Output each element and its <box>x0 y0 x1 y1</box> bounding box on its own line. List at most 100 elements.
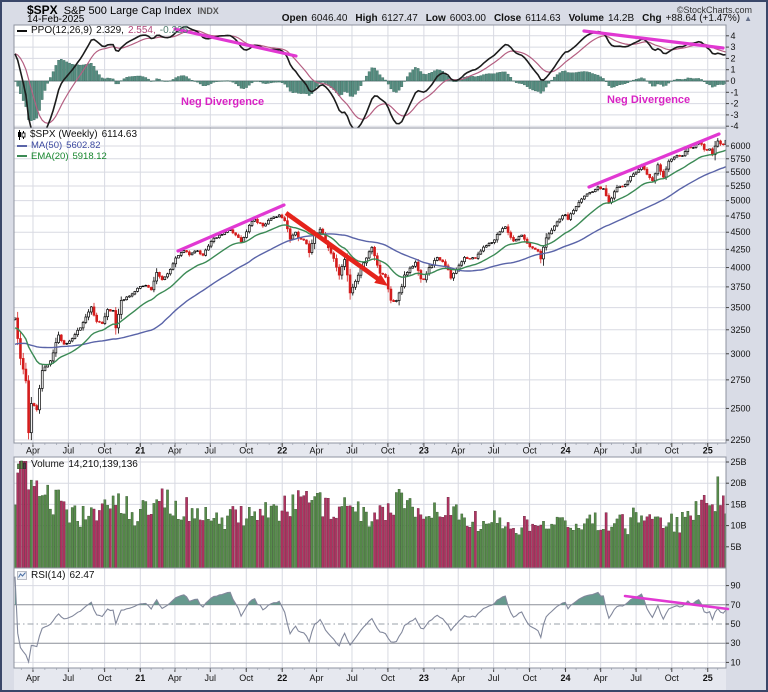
svg-text:25: 25 <box>703 446 713 456</box>
histogram-icon <box>17 460 26 469</box>
ma50-legend: MA(50) 5602.82 <box>17 140 101 151</box>
svg-text:Apr: Apr <box>594 673 608 683</box>
svg-text:Oct: Oct <box>381 446 396 456</box>
svg-text:Oct: Oct <box>523 446 538 456</box>
svg-text:5750: 5750 <box>731 154 751 164</box>
svg-text:Apr: Apr <box>310 446 324 456</box>
svg-text:2750: 2750 <box>731 375 751 385</box>
svg-text:1: 1 <box>731 65 736 75</box>
svg-text:6000: 6000 <box>731 141 751 151</box>
svg-text:23: 23 <box>419 673 429 683</box>
svg-text:Oct: Oct <box>98 446 113 456</box>
svg-text:Apr: Apr <box>26 673 40 683</box>
svg-text:Jul: Jul <box>205 673 217 683</box>
price-legend: $SPX (Weekly) 6114.63 <box>17 129 137 140</box>
volume-legend: Volume 14,210,139,136 <box>17 459 138 470</box>
svg-text:Jul: Jul <box>630 446 642 456</box>
svg-text:10: 10 <box>731 657 741 667</box>
svg-text:Oct: Oct <box>665 446 680 456</box>
high-label: High <box>355 13 378 24</box>
symbol: $SPX <box>27 3 58 17</box>
svg-text:Apr: Apr <box>594 446 608 456</box>
svg-text:Apr: Apr <box>26 446 40 456</box>
svg-text:Apr: Apr <box>451 673 465 683</box>
svg-text:21: 21 <box>135 673 145 683</box>
volume-value: 14.2B <box>607 13 635 24</box>
chart-header: $SPX S&P 500 Large Cap Index INDX <box>27 3 219 17</box>
chart-date: 14-Feb-2025 <box>27 14 85 25</box>
svg-text:20B: 20B <box>731 478 747 488</box>
svg-text:24: 24 <box>561 446 571 456</box>
svg-text:22: 22 <box>277 673 287 683</box>
line-chart-icon <box>17 571 27 580</box>
ppo-value-3: -0.225 <box>159 25 189 36</box>
svg-text:Jul: Jul <box>630 673 642 683</box>
volume-legend-value: 14,210,139,136 <box>68 459 138 470</box>
svg-text:70: 70 <box>731 600 741 610</box>
rsi-legend: RSI(14) 62.47 <box>17 570 94 581</box>
svg-text:3000: 3000 <box>731 349 751 359</box>
ema20-swatch <box>17 155 27 157</box>
svg-text:-2: -2 <box>731 99 739 109</box>
svg-text:-4: -4 <box>731 121 739 131</box>
ema20-label: EMA(20) <box>31 150 69 162</box>
svg-text:5000: 5000 <box>731 196 751 206</box>
up-arrow-icon: ▲ <box>744 14 752 23</box>
svg-text:-1: -1 <box>731 87 739 97</box>
symbol-name: S&P 500 Large Cap Index <box>63 5 192 17</box>
chg-value: +88.64 (+1.47%) <box>665 13 741 24</box>
svg-text:10B: 10B <box>731 521 747 531</box>
svg-text:0: 0 <box>731 76 736 86</box>
svg-text:4250: 4250 <box>731 244 751 254</box>
ema20-value: 5918.12 <box>72 150 107 162</box>
svg-text:3250: 3250 <box>731 325 751 335</box>
close-value: 6114.63 <box>525 13 561 24</box>
svg-text:Jul: Jul <box>63 673 75 683</box>
low-label: Low <box>425 13 446 24</box>
svg-text:Oct: Oct <box>239 446 254 456</box>
svg-text:4750: 4750 <box>731 211 751 221</box>
svg-text:Apr: Apr <box>168 673 182 683</box>
svg-text:Oct: Oct <box>381 673 396 683</box>
svg-text:5B: 5B <box>731 542 742 552</box>
high-value: 6127.47 <box>381 13 418 24</box>
close-label: Close <box>493 13 522 24</box>
svg-text:3: 3 <box>731 42 736 52</box>
ppo-value-2: 2.554, <box>127 25 156 36</box>
svg-text:4: 4 <box>731 31 736 41</box>
volume-label: Volume <box>568 13 604 24</box>
svg-text:Jul: Jul <box>346 673 358 683</box>
svg-text:25: 25 <box>703 673 713 683</box>
quote-bar: Open 6046.40 High 6127.47 Low 6003.00 Cl… <box>278 13 752 24</box>
svg-text:30: 30 <box>731 638 741 648</box>
svg-text:2: 2 <box>731 53 736 63</box>
svg-text:Oct: Oct <box>665 673 680 683</box>
svg-text:23: 23 <box>419 446 429 456</box>
svg-text:15B: 15B <box>731 499 747 509</box>
ma50-label: MA(50) <box>31 140 63 151</box>
svg-text:24: 24 <box>561 673 571 683</box>
svg-text:Jul: Jul <box>205 446 217 456</box>
svg-text:Apr: Apr <box>310 673 324 683</box>
svg-text:Jul: Jul <box>346 446 358 456</box>
open-label: Open <box>281 13 308 24</box>
svg-text:Oct: Oct <box>98 673 113 683</box>
svg-text:90: 90 <box>731 581 741 591</box>
low-value: 6003.00 <box>449 13 486 24</box>
svg-text:3500: 3500 <box>731 303 751 313</box>
svg-text:Jul: Jul <box>488 673 500 683</box>
neg-divergence-annotation-2: Neg Divergence <box>607 94 691 106</box>
svg-text:22: 22 <box>277 446 287 456</box>
svg-text:Jul: Jul <box>488 446 500 456</box>
ppo-line-swatch <box>17 29 27 32</box>
svg-text:2500: 2500 <box>731 403 751 413</box>
svg-text:5500: 5500 <box>731 167 751 177</box>
svg-text:-3: -3 <box>731 110 739 120</box>
ma50-swatch <box>17 144 27 147</box>
price-legend-value: 6114.63 <box>101 129 138 140</box>
svg-text:Apr: Apr <box>451 446 465 456</box>
neg-divergence-annotation-1: Neg Divergence <box>181 96 265 108</box>
svg-text:25B: 25B <box>731 457 747 467</box>
